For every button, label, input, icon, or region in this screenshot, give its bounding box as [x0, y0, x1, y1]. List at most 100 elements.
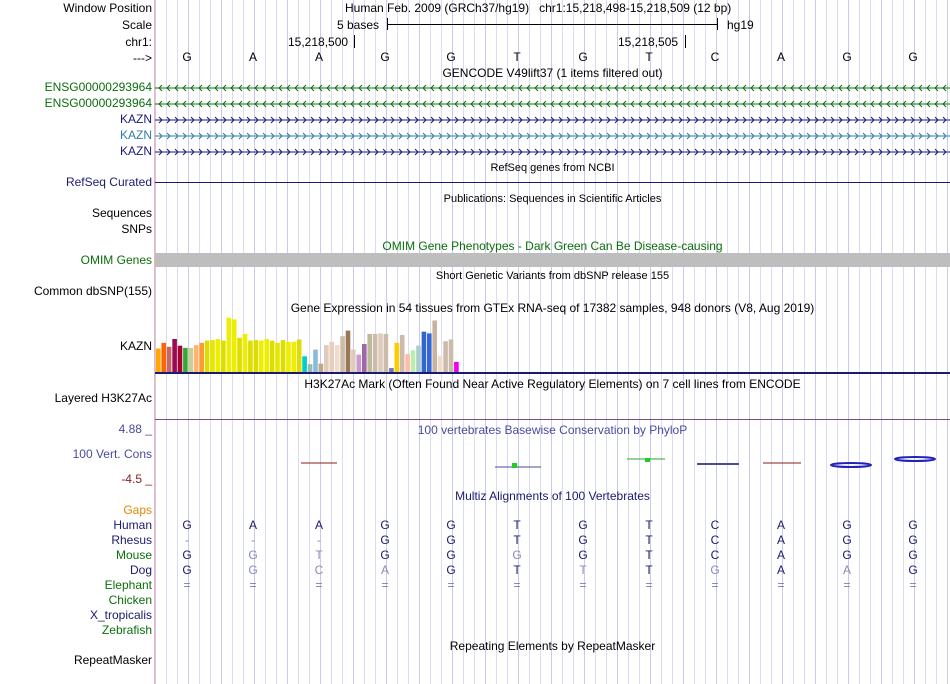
omim-title[interactable]: OMIM Gene Phenotypes - Dark Green Can Be… [382, 239, 723, 253]
gencode-features[interactable] [155, 82, 950, 160]
track-label-gaps[interactable]: Gaps [123, 503, 152, 517]
gtex-tissue-bar[interactable] [356, 354, 362, 372]
browser-image[interactable]: Human Feb. 2009 (GRCh37/hg19) chr1:15,21… [155, 0, 950, 684]
gtex-tissue-bar[interactable] [351, 349, 356, 372]
gtex-tissue-bar[interactable] [161, 342, 166, 372]
gtex-tissue-bar[interactable] [259, 340, 264, 372]
gtex-tissue-bar[interactable] [264, 339, 269, 372]
track-label-snps[interactable]: SNPs [121, 222, 152, 236]
gtex-tissue-bar[interactable] [242, 333, 248, 372]
gtex-tissue-bar[interactable] [188, 347, 194, 372]
species-label-human[interactable]: Human [113, 518, 152, 532]
gtex-tissue-bar[interactable] [231, 319, 237, 372]
gtex-tissue-bar[interactable] [193, 345, 199, 372]
gene-feature[interactable] [155, 100, 950, 108]
species-label-zebrafish[interactable]: Zebrafish [101, 623, 152, 637]
gtex-tissue-bar[interactable] [329, 341, 334, 372]
species-label-dog[interactable]: Dog [129, 563, 152, 577]
gtex-tissue-bar[interactable] [421, 331, 427, 372]
gtex-tissue-bar[interactable] [448, 339, 454, 373]
species-label-elephant[interactable]: Elephant [104, 578, 152, 592]
gtex-tissue-bar[interactable] [372, 333, 378, 372]
refseq-feature-line[interactable] [155, 182, 950, 183]
track-label-omim[interactable]: OMIM Genes [80, 253, 152, 267]
repeatmasker-title[interactable]: Repeating Elements by RepeatMasker [449, 639, 656, 653]
track-label-kazn-1[interactable]: KAZN [119, 112, 152, 126]
gene-feature[interactable] [155, 84, 950, 92]
species-label-x-tropicalis[interactable]: X_tropicalis [89, 608, 152, 622]
gtex-tissue-bar[interactable] [269, 340, 275, 372]
gtex-bar-chart[interactable] [155, 314, 950, 374]
gtex-tissue-bar[interactable] [210, 340, 215, 372]
species-label-rhesus[interactable]: Rhesus [111, 533, 152, 547]
track-label-gtex-kazn[interactable]: KAZN [119, 339, 152, 353]
track-label-ensg-2[interactable]: ENSG00000293964 [44, 96, 152, 110]
gtex-tissue-bar[interactable] [324, 345, 329, 372]
track-label-dbsnp[interactable]: Common dbSNP(155) [33, 284, 152, 298]
multiz-title[interactable]: Multiz Alignments of 100 Vertebrates [455, 489, 650, 503]
gtex-title[interactable]: Gene Expression in 54 tissues from GTEx … [290, 301, 815, 315]
refseq-title[interactable]: RefSeq genes from NCBI [490, 162, 615, 174]
gtex-tissue-bar[interactable] [443, 341, 448, 372]
gtex-tissue-bar[interactable] [437, 355, 443, 372]
gtex-tissue-bar[interactable] [362, 344, 367, 372]
gtex-tissue-bar[interactable] [399, 335, 405, 372]
gtex-tissue-bar[interactable] [367, 333, 372, 372]
gtex-tissue-bar[interactable] [291, 341, 297, 372]
track-label-kazn-3[interactable]: KAZN [119, 144, 152, 158]
gtex-tissue-bar[interactable] [334, 345, 340, 372]
gtex-tissue-bar[interactable] [383, 333, 389, 372]
gene-feature[interactable] [155, 132, 950, 140]
omim-feature[interactable] [155, 253, 950, 267]
gtex-tissue-bar[interactable] [172, 339, 177, 372]
track-label-sequences[interactable]: Sequences [91, 206, 152, 220]
track-label-cons[interactable]: 100 Vert. Cons [72, 447, 152, 461]
gtex-tissue-bar[interactable] [318, 363, 324, 372]
gtex-tissue-bar[interactable] [156, 348, 161, 373]
gene-feature[interactable] [155, 116, 950, 124]
track-label-h3k27ac[interactable]: Layered H3K27Ac [54, 391, 152, 405]
phylop-signal[interactable] [155, 450, 950, 475]
h3k27ac-signal-line[interactable] [155, 419, 950, 420]
gtex-tissue-bar[interactable] [416, 345, 421, 372]
species-label-mouse[interactable]: Mouse [115, 548, 152, 562]
gtex-tissue-bar[interactable] [177, 345, 183, 372]
gtex-tissue-bar[interactable] [253, 340, 259, 372]
gencode-title[interactable]: GENCODE V49lift37 (1 items filtered out) [442, 66, 663, 80]
gtex-tissue-bar[interactable] [183, 347, 188, 372]
gtex-tissue-bar[interactable] [302, 356, 307, 372]
phylop-title[interactable]: 100 vertebrates Basewise Conservation by… [417, 423, 688, 437]
gtex-tissue-bar[interactable] [199, 342, 204, 372]
species-label-chicken[interactable]: Chicken [108, 593, 152, 607]
gtex-tissue-bar[interactable] [237, 337, 242, 372]
gtex-tissue-bar[interactable] [248, 340, 253, 372]
track-label-repeatmasker[interactable]: RepeatMasker [73, 653, 152, 667]
gtex-tissue-bar[interactable] [378, 333, 383, 372]
gtex-tissue-bar[interactable] [394, 342, 400, 372]
gtex-tissue-bar[interactable] [345, 330, 351, 372]
gtex-tissue-bar[interactable] [275, 342, 280, 372]
gtex-tissue-bar[interactable] [427, 333, 432, 372]
gtex-tissue-bar[interactable] [432, 320, 437, 373]
gtex-tissue-bar[interactable] [410, 350, 416, 372]
track-label-ensg-1[interactable]: ENSG00000293964 [44, 80, 152, 94]
gene-feature[interactable] [155, 148, 950, 156]
track-label-kazn-2[interactable]: KAZN [119, 128, 152, 142]
dbsnp-title[interactable]: Short Genetic Variants from dbSNP releas… [435, 270, 670, 282]
gtex-tissue-bar[interactable] [204, 340, 210, 372]
gtex-tissue-bar[interactable] [226, 317, 232, 372]
gtex-tissue-bar[interactable] [215, 339, 221, 372]
gtex-tissue-bar[interactable] [340, 336, 345, 372]
gtex-tissue-bar[interactable] [307, 364, 313, 372]
gtex-tissue-bar[interactable] [389, 368, 394, 372]
track-label-refseq[interactable]: RefSeq Curated [65, 175, 152, 189]
gtex-tissue-bar[interactable] [166, 346, 172, 372]
gtex-tissue-bar[interactable] [296, 339, 302, 373]
gtex-tissue-bar[interactable] [280, 340, 286, 372]
gtex-tissue-bar[interactable] [221, 340, 226, 372]
gtex-tissue-bar[interactable] [454, 361, 459, 372]
publications-title[interactable]: Publications: Sequences in Scientific Ar… [443, 193, 662, 205]
h3k27ac-title[interactable]: H3K27Ac Mark (Often Found Near Active Re… [304, 377, 801, 391]
gtex-tissue-bar[interactable] [286, 341, 291, 372]
gtex-tissue-bar[interactable] [405, 354, 410, 372]
